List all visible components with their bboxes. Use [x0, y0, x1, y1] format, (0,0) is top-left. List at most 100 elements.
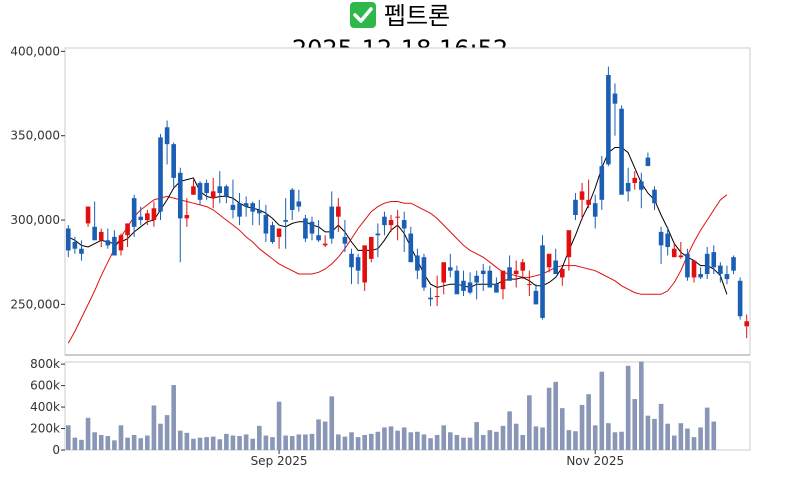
candlestick [441, 262, 447, 295]
volume-bar [256, 425, 262, 450]
volume-bar [296, 434, 302, 450]
candlestick [329, 191, 335, 244]
candle-body [210, 191, 216, 199]
candlestick [131, 194, 137, 237]
volume-bar [322, 421, 328, 450]
candlestick [553, 248, 559, 275]
candlestick [691, 260, 697, 283]
volume-bar [243, 434, 249, 450]
candle-body [243, 203, 249, 207]
candle-body [691, 260, 697, 278]
volume-bar [401, 427, 407, 450]
candlestick [625, 167, 631, 202]
volume-bar [355, 437, 361, 450]
candlestick [665, 226, 670, 256]
candle-body [197, 182, 203, 200]
candlestick [652, 186, 657, 210]
candlestick [224, 184, 229, 204]
candle-body [704, 253, 710, 275]
candlestick [118, 233, 124, 256]
volume-tick-label: 600k [30, 379, 60, 393]
volume-bar [586, 394, 591, 450]
volume-bar [599, 371, 605, 450]
volume-bar [698, 427, 703, 450]
candle-body [296, 201, 302, 207]
candle-body [395, 216, 400, 218]
volume-tick-label: 200k [30, 422, 60, 436]
candlestick [612, 83, 618, 136]
candle-body [92, 226, 97, 241]
candlestick [507, 255, 512, 281]
volume-bar [592, 425, 598, 450]
volume-bar [711, 421, 717, 450]
candle-body [658, 231, 664, 246]
candle-body [494, 284, 499, 293]
candlestick [454, 265, 460, 295]
volume-bar [678, 423, 684, 450]
volume-tick-label: 0 [52, 443, 60, 457]
candlestick [737, 277, 743, 320]
volume-bar [125, 437, 130, 450]
candle-body [388, 220, 394, 226]
candle-body [454, 270, 460, 295]
candle-body [151, 208, 157, 221]
price-plot-area [64, 47, 751, 356]
volume-bar [270, 437, 275, 450]
candlestick [388, 214, 394, 232]
candlestick [586, 179, 591, 209]
candle-body [421, 257, 427, 288]
volume-bar [559, 408, 565, 450]
candle-body [98, 231, 104, 241]
candlestick [145, 209, 150, 226]
candlestick [494, 277, 499, 293]
candle-body [309, 221, 315, 234]
candlestick [289, 188, 295, 221]
candlestick [434, 275, 440, 307]
candle-body [362, 245, 367, 283]
price-tick-label: 350,000 [10, 129, 60, 143]
volume-bar [112, 440, 117, 450]
volume-bar [65, 425, 71, 450]
volume-bar [415, 431, 420, 450]
candlestick [276, 228, 282, 249]
candlestick [540, 235, 545, 320]
price-tick-label: 300,000 [10, 213, 60, 227]
candle-body [204, 182, 209, 194]
candle-body [434, 295, 440, 297]
candlestick [98, 228, 104, 248]
candlestick [151, 201, 157, 227]
volume-bar [217, 439, 223, 450]
candlestick [237, 193, 242, 226]
candle-body [671, 248, 677, 258]
volume-bar [606, 423, 611, 450]
volume-bar [704, 407, 710, 450]
candlestick [658, 226, 664, 264]
candlestick [184, 198, 190, 227]
volume-bar [230, 435, 236, 450]
volume-bar [500, 425, 506, 450]
candlestick [375, 223, 381, 258]
volume-bar [342, 436, 348, 450]
volume-bar [428, 438, 433, 450]
candlestick [263, 204, 269, 242]
candle-body [329, 206, 335, 239]
candlestick [718, 262, 723, 283]
candle-body [533, 290, 539, 305]
volume-bar [184, 432, 190, 450]
candlestick [467, 272, 473, 295]
volume-bar [461, 437, 466, 450]
volume-bar [145, 435, 150, 450]
volume-bar [408, 432, 414, 450]
volume-bar [85, 417, 91, 450]
candlestick [112, 230, 117, 256]
price-tick-label: 400,000 [10, 44, 60, 58]
candle-body [441, 262, 447, 283]
candlestick [678, 241, 684, 259]
candle-body [513, 270, 519, 275]
candle-body [342, 236, 348, 244]
candle-body [718, 265, 723, 275]
candle-body [375, 233, 381, 236]
candle-body [520, 262, 526, 271]
candlestick [79, 240, 84, 261]
